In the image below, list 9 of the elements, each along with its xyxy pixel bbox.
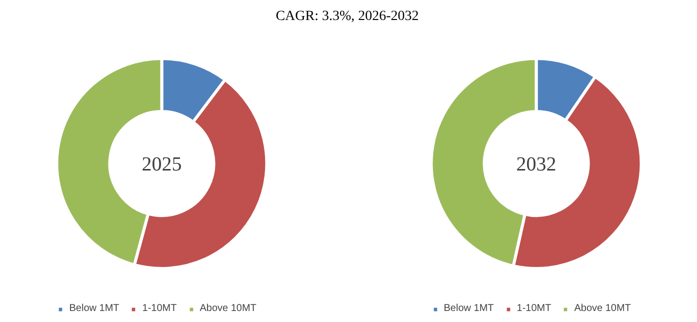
legend-label: 1-10MT [516, 303, 552, 314]
legend-label: Below 1MT [444, 303, 494, 314]
legend-label: 1-10MT [142, 303, 177, 314]
text: CAGR: 3.3%, 2026-2032 [276, 9, 419, 24]
legend-label: Above 10MT [200, 303, 256, 314]
text: 2032 [516, 154, 556, 176]
legend-label: Above 10MT [574, 303, 631, 314]
legend-label: Below 1MT [69, 303, 120, 314]
text: 2025 [142, 154, 182, 176]
